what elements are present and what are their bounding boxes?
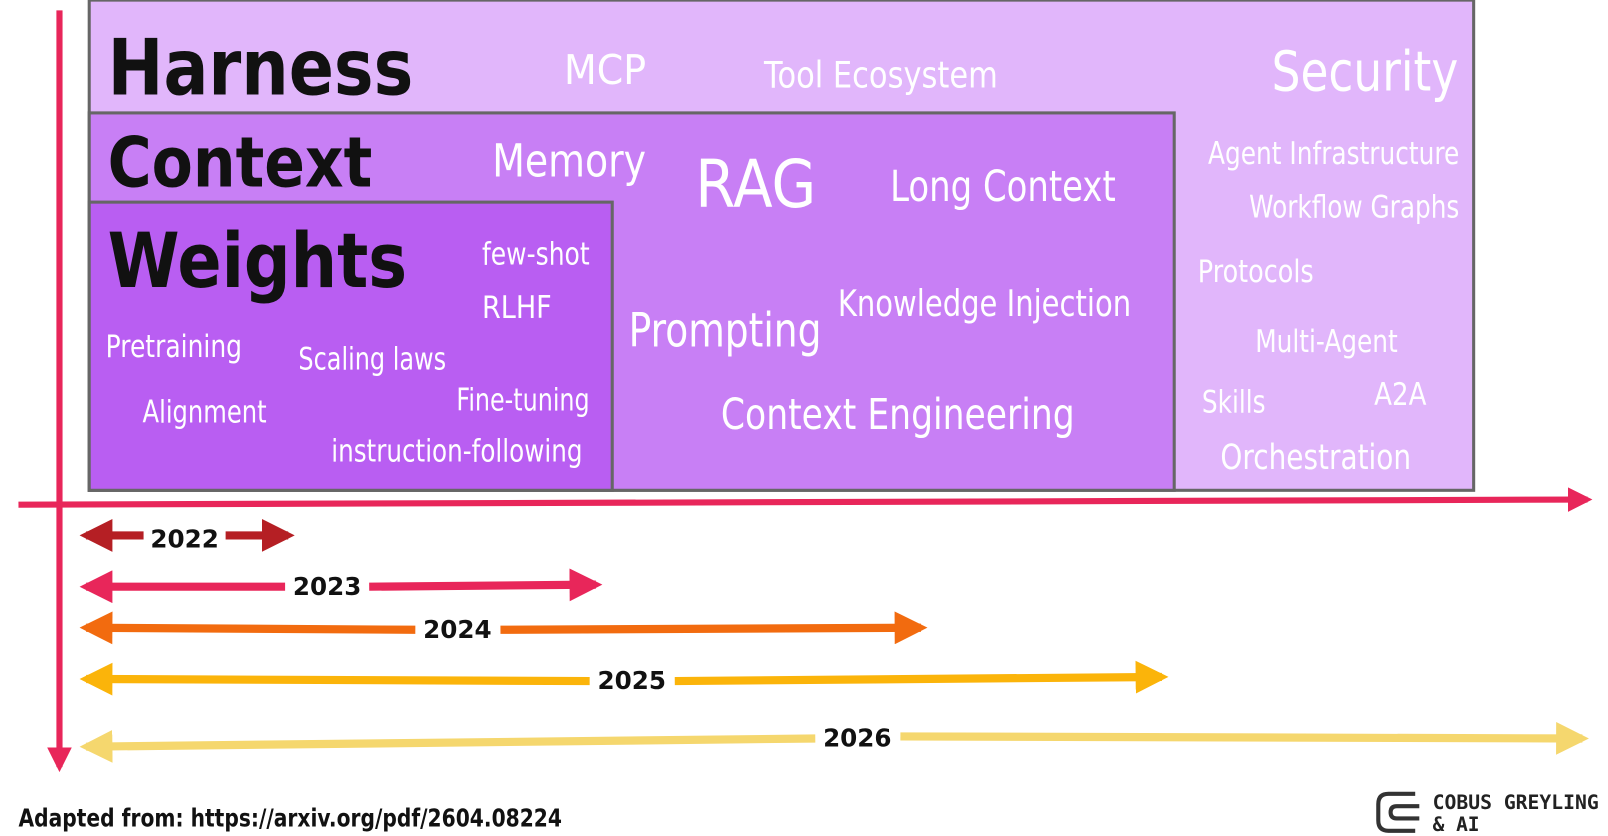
term: Agent Infrastructure — [1208, 136, 1459, 172]
term: Security — [1272, 40, 1459, 104]
term: instruction-following — [331, 434, 582, 470]
label-gap — [593, 666, 671, 696]
label-gap — [419, 614, 496, 644]
year-label: 2025 — [597, 666, 666, 695]
term: RLHF — [482, 290, 552, 326]
year-label: 2023 — [293, 572, 362, 601]
brand-name: COBUS GREYLING — [1433, 791, 1599, 814]
term: Long Context — [890, 162, 1116, 212]
term: Prompting — [629, 304, 822, 359]
term: RAG — [695, 147, 816, 223]
label-gap — [288, 571, 366, 601]
term: Pretraining — [106, 329, 242, 365]
timeline-2023 — [79, 568, 603, 604]
label-gap — [818, 723, 896, 753]
weights-title: Weights — [108, 217, 407, 305]
timeline-2024 — [79, 611, 928, 645]
term: Skills — [1202, 384, 1266, 420]
harness-title: Harness — [108, 23, 414, 113]
term: Protocols — [1198, 254, 1314, 290]
term: Memory — [492, 134, 646, 187]
term: few-shot — [482, 237, 590, 273]
term: Fine-tuning — [456, 382, 589, 418]
term: Knowledge Injection — [838, 282, 1131, 325]
term: Orchestration — [1220, 438, 1411, 478]
term: Context Engineering — [721, 390, 1075, 440]
term: Workflow Graphs — [1249, 190, 1459, 226]
term: Multi-Agent — [1255, 324, 1398, 360]
brand-name: & AI — [1433, 813, 1480, 836]
term: MCP — [564, 46, 646, 94]
weights-box — [87, 200, 614, 492]
brand-logo — [1376, 791, 1420, 833]
term: Alignment — [143, 395, 267, 431]
term: A2A — [1374, 377, 1426, 413]
source-note: Adapted from: https://arxiv.org/pdf/2604… — [18, 804, 562, 833]
year-label: 2022 — [150, 525, 219, 554]
year-label: 2024 — [423, 615, 492, 644]
context-title: Context — [108, 123, 373, 204]
term: Tool Ecosystem — [763, 53, 998, 96]
year-label: 2026 — [823, 724, 892, 753]
timeline-2025 — [79, 660, 1169, 696]
term: Scaling laws — [298, 341, 446, 377]
horizontal-axis — [18, 487, 1593, 512]
label-gap — [146, 524, 223, 554]
timeline-2026 — [79, 721, 1589, 763]
